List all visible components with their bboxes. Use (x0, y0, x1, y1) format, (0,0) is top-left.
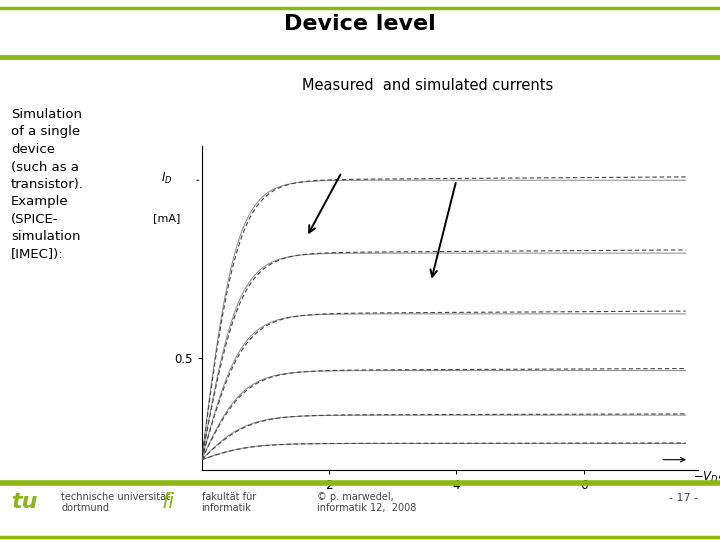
Text: fakultät für: fakultät für (202, 492, 256, 503)
Text: informatik: informatik (202, 503, 251, 514)
Text: fi: fi (162, 492, 175, 512)
Text: $I_D$: $I_D$ (161, 171, 172, 186)
Text: [mA]: [mA] (153, 213, 180, 222)
Text: © p. marwedel,: © p. marwedel, (317, 492, 394, 503)
Text: Measured  and simulated currents: Measured and simulated currents (302, 78, 554, 93)
Text: Device level: Device level (284, 14, 436, 35)
Text: dortmund: dortmund (61, 503, 109, 514)
Text: informatik 12,  2008: informatik 12, 2008 (317, 503, 416, 514)
Text: Simulation
of a single
device
(such as a
transistor).
Example
(SPICE-
simulation: Simulation of a single device (such as a… (11, 108, 84, 261)
Text: - 17 -: - 17 - (670, 493, 698, 503)
Text: technische universität: technische universität (61, 492, 170, 503)
Text: $-V_{DS}$: $-V_{DS}$ (693, 470, 720, 485)
Text: tu: tu (11, 492, 37, 512)
